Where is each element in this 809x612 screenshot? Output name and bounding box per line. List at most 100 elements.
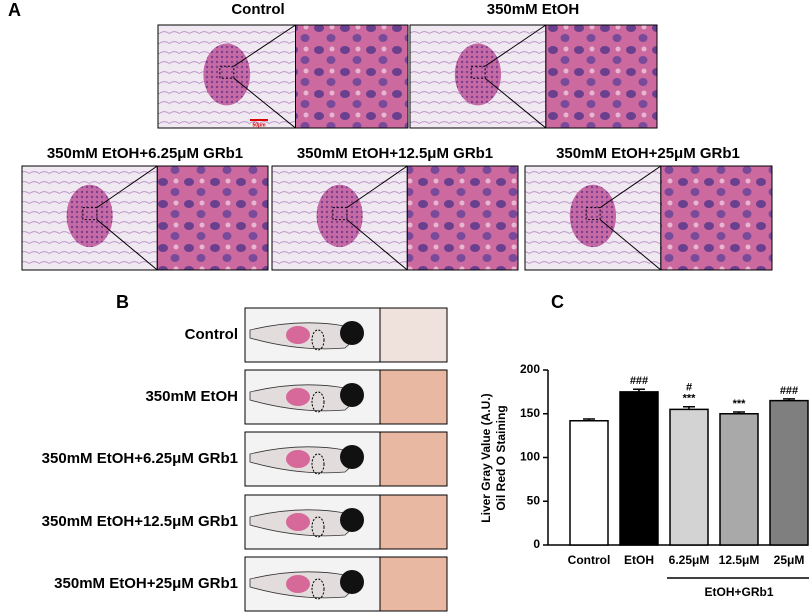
y-tick-label: 200 bbox=[520, 362, 540, 376]
significance-label: ### bbox=[630, 375, 648, 387]
zoom-line bbox=[599, 219, 662, 271]
histology-image bbox=[524, 165, 773, 271]
eye bbox=[340, 445, 364, 469]
liver-outline bbox=[311, 391, 325, 413]
significance-label: *** bbox=[683, 393, 697, 405]
eye bbox=[340, 321, 364, 345]
roi bbox=[332, 207, 348, 221]
histology-image bbox=[157, 24, 409, 129]
yolk bbox=[286, 326, 310, 344]
significance-label: # bbox=[686, 382, 692, 394]
y-tick-label: 0 bbox=[533, 537, 540, 551]
zoom bbox=[379, 307, 448, 363]
liver-outline bbox=[311, 578, 325, 600]
image-label: 350mM EtOH+12.5μM GRb1 bbox=[42, 513, 238, 530]
error-bar bbox=[583, 418, 595, 421]
zoom bbox=[545, 24, 658, 129]
zoom-line bbox=[599, 165, 662, 209]
liver bbox=[569, 184, 617, 248]
y-axis-label: Oil Red O Staining bbox=[494, 405, 508, 510]
x-tick-label: 25μM bbox=[774, 553, 805, 567]
error-bar bbox=[633, 388, 645, 392]
larva-image bbox=[244, 556, 448, 612]
eye bbox=[340, 508, 364, 532]
yolk bbox=[286, 388, 310, 406]
zoom bbox=[379, 431, 448, 487]
liver bbox=[66, 184, 113, 248]
y-tick-label: 50 bbox=[527, 493, 541, 507]
liver bbox=[203, 43, 251, 106]
image-label: 350mM EtOH bbox=[145, 388, 238, 405]
panel-label: A bbox=[8, 0, 21, 20]
zoom-line bbox=[233, 24, 296, 67]
images bbox=[21, 24, 773, 612]
yolk bbox=[286, 513, 310, 531]
liver-outline bbox=[311, 516, 325, 538]
zoom-line bbox=[96, 165, 158, 209]
zoom bbox=[156, 165, 269, 271]
bar bbox=[569, 420, 609, 546]
bar-chart: 0 50 100 150 200 Liver Gray Value (A.U.) Oil R… bbox=[479, 362, 809, 599]
roi bbox=[82, 207, 98, 221]
zoom bbox=[379, 556, 448, 612]
zoom bbox=[295, 24, 409, 129]
y-tick-label: 100 bbox=[520, 450, 540, 464]
eye bbox=[340, 570, 364, 594]
image-label: Control bbox=[231, 1, 284, 18]
panel-label: B bbox=[116, 292, 129, 312]
group-label: EtOH+GRb1 bbox=[704, 585, 773, 599]
panel-label: C bbox=[551, 292, 564, 312]
image-label: 350mM EtOH+6.25μM GRb1 bbox=[42, 450, 238, 467]
error-bar bbox=[733, 411, 745, 414]
image-label: 350mM EtOH bbox=[487, 1, 580, 18]
zoom bbox=[660, 165, 773, 271]
liver-outline bbox=[311, 453, 325, 475]
roi bbox=[470, 65, 486, 79]
image-label: Control bbox=[185, 326, 238, 343]
liver bbox=[316, 184, 363, 248]
zoom-line bbox=[233, 77, 296, 129]
image-label: 350mM EtOH+12.5μM GRb1 bbox=[297, 145, 493, 162]
image-label: 350mM EtOH+6.25μM GRb1 bbox=[47, 145, 243, 162]
roi bbox=[585, 207, 601, 221]
y-tick-label: 150 bbox=[520, 406, 540, 420]
x-tick-label: Control bbox=[568, 553, 611, 567]
liver bbox=[454, 43, 502, 106]
zoom bbox=[406, 165, 519, 271]
histology-image bbox=[409, 24, 658, 129]
bar bbox=[769, 399, 809, 546]
larva-image bbox=[244, 307, 448, 363]
zoom-line bbox=[346, 219, 408, 271]
yolk bbox=[286, 575, 310, 593]
error-bar bbox=[783, 398, 795, 401]
liver-outline bbox=[311, 329, 325, 351]
zoom bbox=[379, 494, 448, 550]
larva-image bbox=[244, 494, 448, 550]
error-bar bbox=[683, 406, 695, 410]
significance-label: *** bbox=[733, 398, 747, 410]
zoom-line bbox=[484, 24, 547, 67]
eye bbox=[340, 383, 364, 407]
zoom-line bbox=[346, 165, 408, 209]
scale-bar-label: 50μm bbox=[252, 122, 266, 128]
larva-image bbox=[244, 431, 448, 487]
roi bbox=[219, 65, 235, 79]
x-tick-label: 12.5μM bbox=[719, 553, 760, 567]
zoom bbox=[379, 369, 448, 425]
zoom-line bbox=[484, 77, 547, 129]
larva-image bbox=[244, 369, 448, 425]
yolk bbox=[286, 450, 310, 468]
bar bbox=[619, 391, 659, 546]
image-label: 350mM EtOH+25μM GRb1 bbox=[556, 145, 740, 162]
y-axis-label: Liver Gray Value (A.U.) bbox=[479, 393, 493, 522]
image-label: 350mM EtOH+25μM GRb1 bbox=[54, 575, 238, 592]
bar bbox=[719, 413, 759, 546]
x-tick-label: EtOH bbox=[624, 553, 654, 567]
significance-label: ### bbox=[780, 385, 798, 397]
histology-image bbox=[271, 165, 519, 271]
x-tick-label: 6.25μM bbox=[669, 553, 710, 567]
histology-image bbox=[21, 165, 269, 271]
bar bbox=[669, 408, 709, 546]
zoom-line bbox=[96, 219, 158, 271]
